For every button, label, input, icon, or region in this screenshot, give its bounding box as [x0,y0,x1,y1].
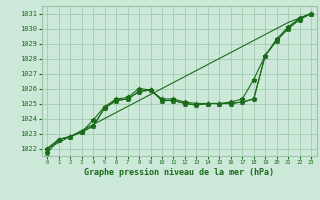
X-axis label: Graphe pression niveau de la mer (hPa): Graphe pression niveau de la mer (hPa) [84,168,274,177]
